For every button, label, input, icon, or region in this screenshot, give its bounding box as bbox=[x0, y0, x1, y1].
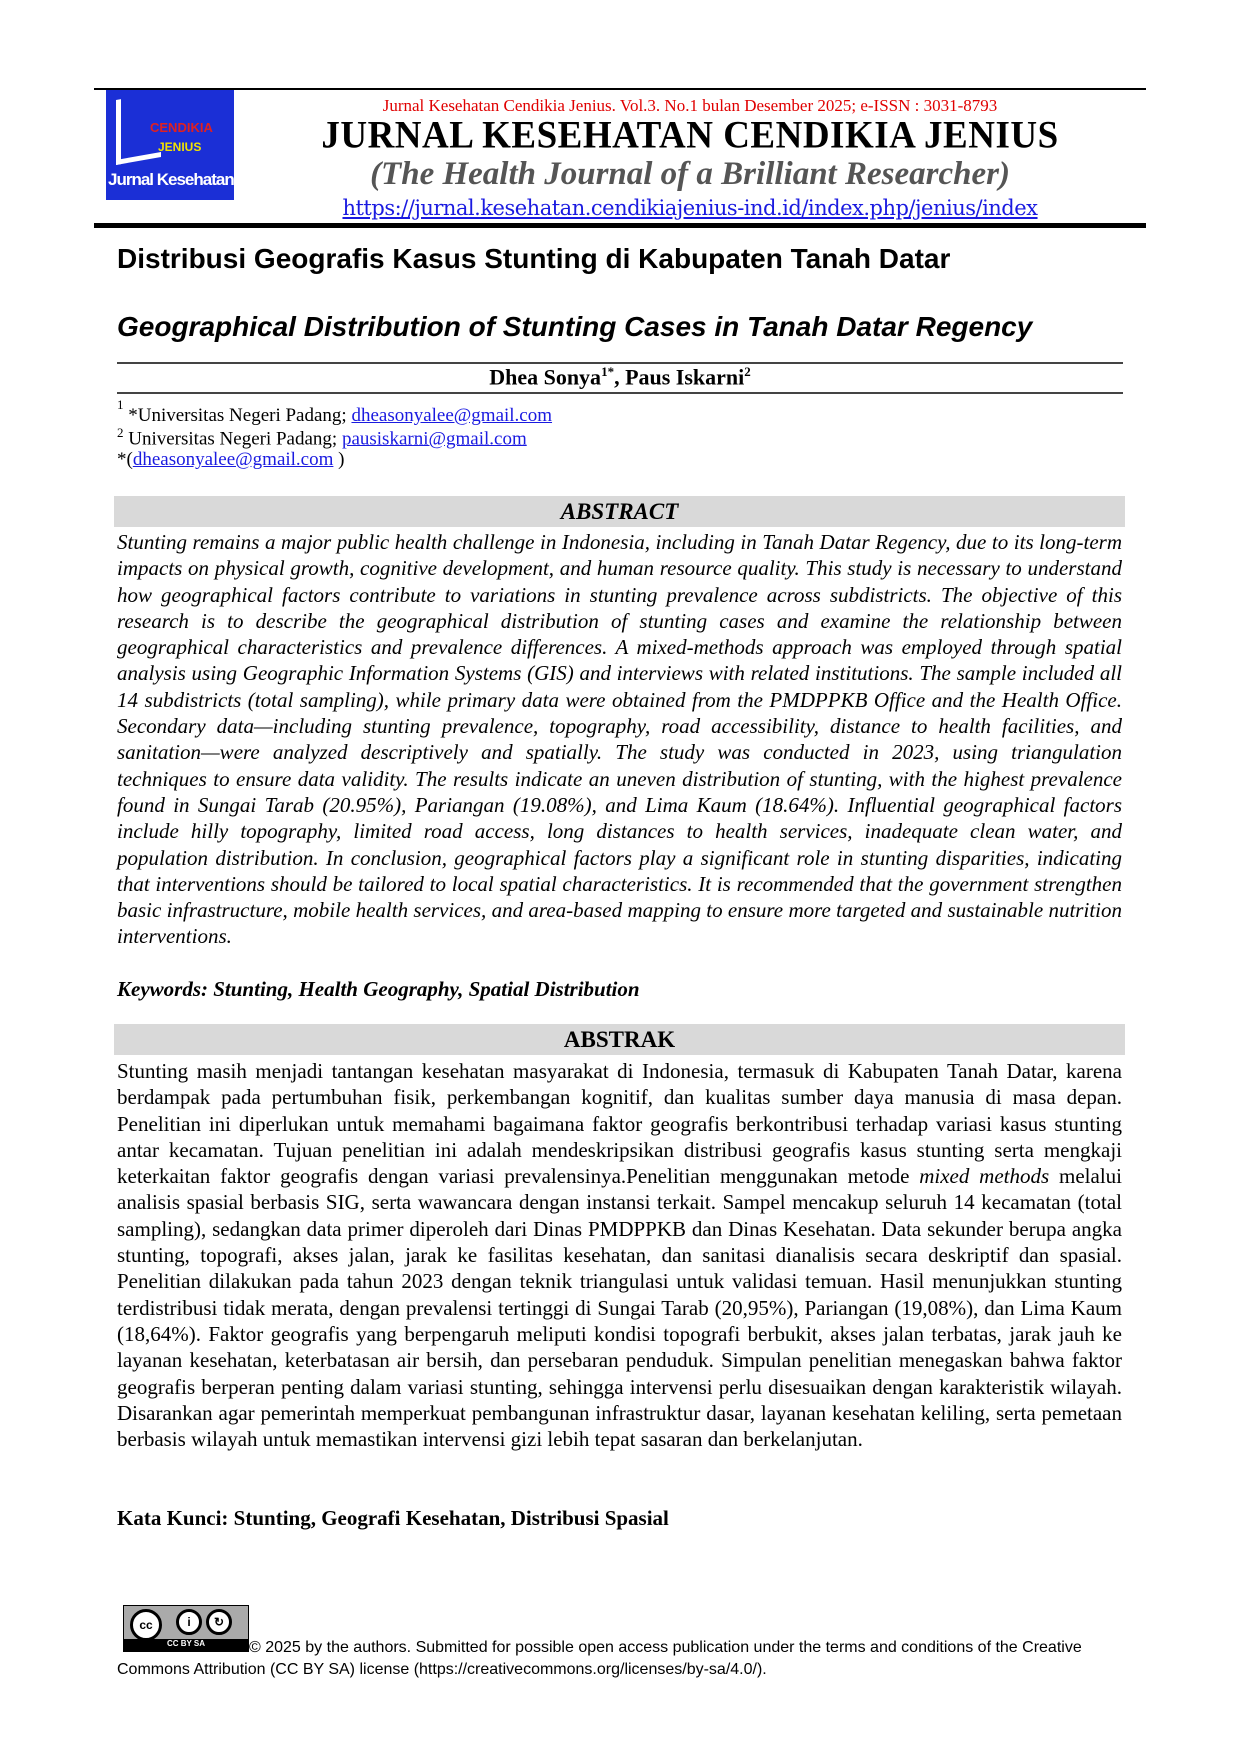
affiliation-2: 2 Universitas Negeri Padang; pausiskarni… bbox=[117, 425, 527, 450]
share-alike-icon: ↻ bbox=[206, 1609, 232, 1635]
journal-logo: CENDIKIA JENIUS Jurnal Kesehatan bbox=[106, 90, 234, 200]
abstrak-heading: ABSTRAK bbox=[114, 1024, 1125, 1055]
journal-subtitle: (The Health Journal of a Brilliant Resea… bbox=[370, 156, 1010, 192]
license-text: © 2025 by the authors. Submitted for pos… bbox=[117, 1639, 1082, 1678]
citation-line: Jurnal Kesehatan Cendikia Jenius. Vol.3.… bbox=[382, 96, 998, 115]
journal-url-link[interactable]: https://jurnal.kesehatan.cendikiajenius-… bbox=[342, 196, 1038, 220]
abstrak-text: Stunting masih menjadi tantangan kesehat… bbox=[117, 1059, 1122, 1452]
abstract-text: Stunting remains a major public health c… bbox=[117, 530, 1122, 949]
abstrak-keywords: Kata Kunci: Stunting, Geografi Kesehatan… bbox=[117, 1506, 669, 1530]
header-bottom-rule bbox=[94, 223, 1146, 228]
divider bbox=[117, 362, 1123, 364]
author-name: Dhea Sonya bbox=[489, 364, 602, 390]
email-link[interactable]: dheasonyalee@gmail.com bbox=[132, 449, 334, 470]
author-name: Paus Iskarni bbox=[625, 364, 745, 390]
abstract-heading: ABSTRACT bbox=[114, 496, 1125, 527]
journal-title: JURNAL KESEHATAN CENDIKIA JENIUS bbox=[321, 113, 1059, 158]
abstract-keywords: Keywords: Stunting, Health Geography, Sp… bbox=[117, 977, 640, 1001]
email-link[interactable]: pausiskarni@gmail.com bbox=[341, 428, 527, 450]
cc-by-sa-license-badge[interactable]: cc i ↻ CC BY SA bbox=[123, 1605, 249, 1652]
divider bbox=[117, 392, 1123, 394]
article-title: Distribusi Geografis Kasus Stunting di K… bbox=[117, 243, 951, 274]
authors: Dhea Sonya1*, Paus Iskarni2 bbox=[489, 364, 751, 390]
corresponding-email: *(dheasonyalee@gmail.com ) bbox=[117, 449, 345, 470]
article-title-english: Geographical Distribution of Stunting Ca… bbox=[117, 311, 1033, 342]
affiliation-1: 1 *Universitas Negeri Padang; dheasonyal… bbox=[117, 397, 553, 426]
attribution-icon: i bbox=[176, 1609, 202, 1635]
header-top-rule bbox=[94, 88, 1146, 90]
email-link[interactable]: dheasonyalee@gmail.com bbox=[351, 405, 553, 426]
